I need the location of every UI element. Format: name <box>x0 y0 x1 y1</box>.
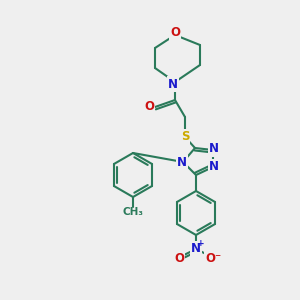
Text: O⁻: O⁻ <box>205 253 221 266</box>
Text: O: O <box>144 100 154 112</box>
Text: O: O <box>170 26 180 40</box>
Text: +: + <box>197 239 205 248</box>
Text: S: S <box>181 130 189 143</box>
Text: N: N <box>168 77 178 91</box>
Text: N: N <box>209 160 219 173</box>
Text: N: N <box>209 142 219 155</box>
Text: N: N <box>191 242 201 256</box>
Text: O: O <box>174 253 184 266</box>
Text: CH₃: CH₃ <box>122 207 143 217</box>
Text: N: N <box>177 155 187 169</box>
